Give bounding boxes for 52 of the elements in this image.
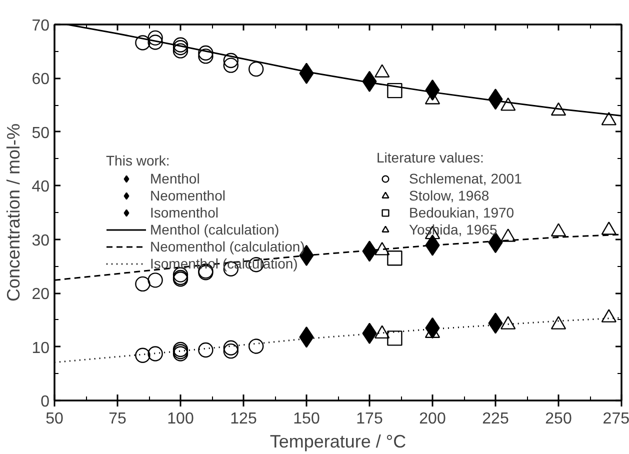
y-tick-label: 60: [32, 71, 50, 88]
point: [387, 82, 402, 98]
x-tick-label: 125: [230, 410, 257, 428]
y-tick-label: 10: [32, 340, 50, 357]
point: [148, 346, 163, 362]
x-tick-label: 75: [108, 410, 126, 428]
point: [248, 338, 264, 354]
y-tick-label: 40: [32, 178, 50, 196]
point: [172, 43, 188, 58]
legend-label: Neomenthol (calculation): [150, 238, 306, 254]
legend-label: Bedoukian, 1970: [409, 204, 516, 220]
point: [198, 48, 214, 64]
x-tick-label: 150: [293, 410, 320, 428]
point: [223, 340, 238, 356]
point: [223, 58, 238, 73]
point: [135, 276, 150, 292]
y-tick-label: 70: [32, 18, 50, 34]
x-tick-label: 175: [356, 410, 383, 428]
point: [148, 272, 163, 288]
x-axis-title: Temperature / °C: [270, 432, 406, 452]
x-tick-label: 225: [482, 410, 509, 428]
y-tick-label: 20: [32, 286, 50, 304]
point: [198, 45, 214, 61]
legend-label: Schlemenat, 2001: [409, 170, 523, 186]
y-tick-label: 50: [32, 124, 50, 142]
y-tick-label: 30: [32, 232, 50, 250]
annotation: Literature values:: [376, 150, 484, 166]
y-tick-label: 0: [40, 394, 50, 410]
legend-label: Neomenthol: [150, 188, 226, 204]
legend-title: This work:: [106, 152, 170, 168]
legend-label: Stolow, 1968: [409, 188, 490, 204]
y-axis-title: Concentration / mol-%: [4, 123, 24, 302]
x-tick-label: 250: [545, 410, 572, 428]
point: [223, 343, 238, 359]
point: [172, 37, 188, 52]
legend-label: Menthol: [150, 170, 201, 186]
x-tick-label: 100: [167, 410, 194, 428]
point: [135, 35, 150, 50]
x-tick-label: 50: [46, 410, 64, 428]
point: [248, 61, 264, 77]
point: [198, 342, 214, 358]
point: [223, 52, 238, 68]
point: [387, 250, 402, 266]
point: [148, 30, 163, 46]
point: [148, 34, 163, 50]
legend-label: Isomenthol: [150, 204, 220, 220]
point: [387, 330, 402, 346]
point: [135, 348, 150, 363]
point: [172, 40, 188, 56]
legend-label: Menthol (calculation): [150, 222, 280, 238]
x-tick-label: 275: [602, 410, 629, 428]
x-tick-label: 200: [419, 410, 446, 428]
